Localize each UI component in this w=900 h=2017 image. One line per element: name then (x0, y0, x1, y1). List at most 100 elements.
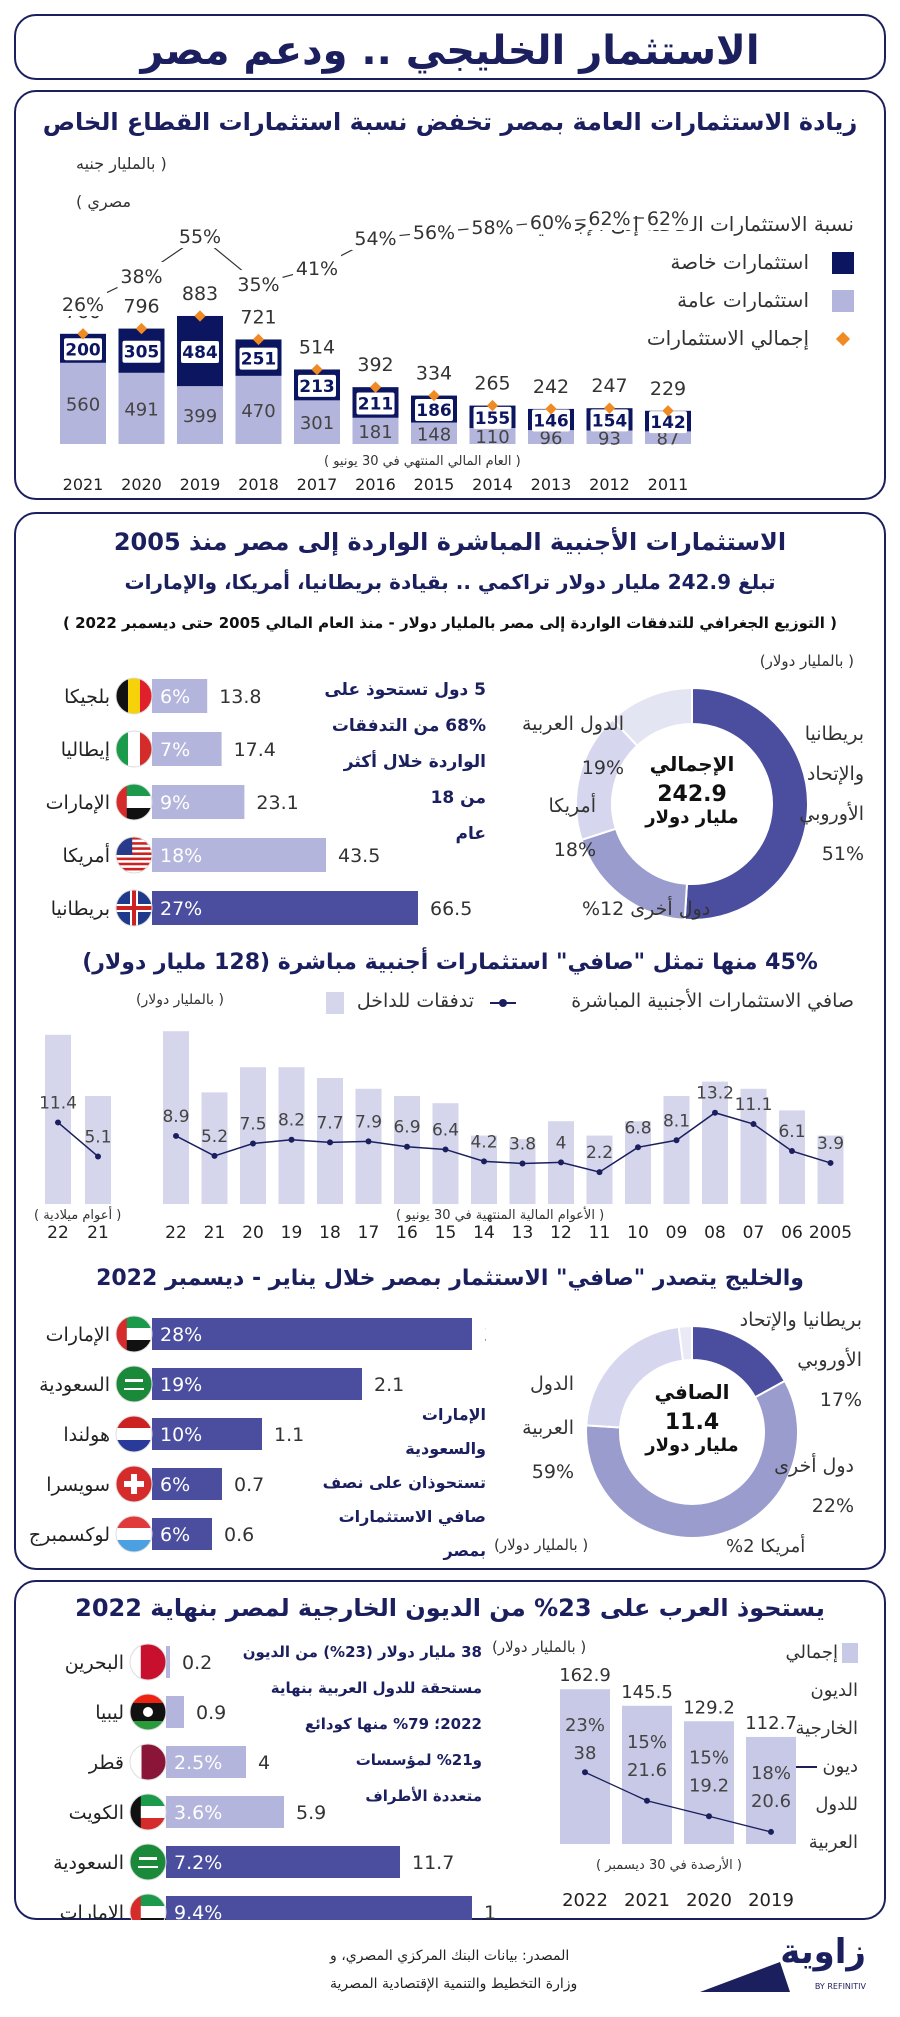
inflow-bar (779, 1110, 805, 1204)
net-value: 7.5 (239, 1115, 266, 1135)
section4-unit: ( بالمليار دولار) (494, 1536, 589, 1554)
net-dot (55, 1119, 61, 1126)
section-fdi: الاستثمارات الأجنبية المباشرة الواردة إل… (14, 512, 886, 1570)
net-dot (211, 1152, 218, 1159)
inflow-bar (663, 1096, 690, 1204)
belgium-flag-icon (115, 677, 153, 715)
inflow-bar (702, 1081, 728, 1204)
public-value: 181 (358, 422, 392, 443)
total-value: 392 (357, 354, 393, 376)
section5-title: يستحوذ العرب على 23% من الديون الخارجية … (75, 1594, 825, 1622)
country-name: بريطانيا (51, 898, 110, 920)
debt-arab-value: 20.6 (751, 1791, 791, 1812)
donut-slice (683, 686, 809, 921)
legend-public-label: استثمارات عامة (677, 288, 809, 312)
public-value: 560 (66, 394, 100, 415)
donut2-label-arab: الدول العربية 59% (504, 1362, 574, 1494)
callout-line: متعددة الأطراف (365, 1787, 482, 1805)
year-label: 2012 (589, 475, 630, 494)
public-value: 93 (598, 428, 621, 449)
net-dot (596, 1169, 603, 1176)
net-dot (250, 1140, 256, 1147)
debt-bar (560, 1689, 610, 1844)
country-value: 11.7 (412, 1852, 454, 1874)
country-bar (152, 891, 418, 925)
country-bar (152, 1318, 472, 1350)
private-value-bg (122, 340, 161, 363)
debt-total-value: 112.7 (745, 1713, 797, 1734)
fdi-year-label: 21 (204, 1223, 226, 1243)
net-value: 4 (556, 1133, 567, 1153)
year-label: 2021 (63, 475, 104, 494)
inflow-bar (432, 1103, 459, 1204)
inflow-bar (625, 1121, 651, 1204)
inflow-bar (355, 1088, 382, 1204)
callout-line: مستحقة للدول العربية بنهاية (270, 1679, 482, 1697)
section1-title: زيادة الاستثمارات العامة بمصر تخفض نسبة … (42, 108, 858, 136)
total-value: 721 (240, 306, 276, 328)
donut2-eu-line: بريطانيا والإتحاد (739, 1309, 862, 1331)
section5-legend: إجمالي الديون الخارجية ديون للدول العربي… (785, 1634, 858, 1862)
net-dot (635, 1144, 641, 1151)
public-value: 87 (657, 429, 680, 450)
public-value: 110 (475, 427, 509, 448)
country-name: الكويت (69, 1802, 124, 1824)
country-value: 43.5 (338, 845, 380, 867)
net-value: 2.2 (586, 1143, 613, 1163)
country-name: البحرين (65, 1652, 124, 1674)
net-dot (750, 1121, 757, 1128)
country-value: 3.2 (484, 1324, 486, 1346)
ratio-label: 56% (413, 222, 455, 244)
country-bar (152, 679, 208, 713)
country-value: 66.5 (430, 898, 472, 920)
country-bar (152, 838, 326, 872)
ratio-label: 26% (62, 294, 104, 316)
country-value: 15.3 (484, 1902, 496, 1920)
private-value-bg (64, 338, 102, 361)
legend-arab-line: للدول (815, 1794, 858, 1815)
section4-callout: الإمارات والسعودية تستحوذان على نصف صافي… (296, 1398, 486, 1568)
country-percent: 10% (160, 1424, 202, 1446)
donut2-eu-line: الأوروبي (797, 1349, 862, 1371)
country-name: الإمارات (46, 792, 110, 814)
legend-total-label: إجمالي الاستثمارات (646, 326, 809, 350)
private-value-bg (239, 347, 278, 370)
debt-total-chart: 162.9 23% 38 2022 145.5 15% 21.6 2021 129.2 15% 19… (559, 1665, 797, 1911)
callout-line: صافي الاستثمارات بمصر (338, 1507, 486, 1560)
donut1-center: الإجمالي 242.9 مليار دولار (622, 752, 762, 828)
country-percent: 18% (160, 845, 202, 867)
debt-year-label: 2022 (562, 1890, 608, 1911)
country-name: الإمارات (46, 1324, 110, 1346)
arab-debt-dot (768, 1828, 774, 1835)
legend-inflow-swatch (326, 992, 344, 1014)
callout-line: تستحوذان على نصف (322, 1473, 486, 1492)
debt-bar (746, 1736, 796, 1844)
donut2-label-eu: بريطانيا والإتحاد الأوروبي 17% (740, 1300, 862, 1420)
net-value: 8.9 (162, 1107, 189, 1127)
donut1-label-arab: الدول العربية 19% (494, 702, 624, 790)
ratio-label: 35% (237, 274, 279, 296)
total-marker (311, 363, 323, 376)
country-percent: 9.4% (174, 1902, 222, 1920)
legend-net-dot (499, 999, 507, 1007)
private-value: 305 (124, 343, 160, 363)
debt-bar (684, 1721, 734, 1844)
net-dot (442, 1146, 449, 1153)
legend-private-label: استثمارات خاصة (670, 250, 809, 274)
switzerland-flag-icon (115, 1465, 153, 1503)
total-value: 334 (416, 363, 452, 385)
country-value: 13.8 (219, 686, 261, 708)
country-value: 0.2 (182, 1652, 212, 1674)
private-value-bg (298, 374, 336, 397)
debt-year-label: 2021 (624, 1890, 670, 1911)
year-label: 2013 (531, 475, 572, 494)
total-marker (252, 333, 265, 346)
public-bar (177, 386, 223, 444)
private-value-bg (590, 409, 629, 432)
country-bar (152, 1368, 362, 1400)
donut-slice (677, 1324, 693, 1362)
net-value: 8.2 (278, 1111, 305, 1131)
private-value: 186 (416, 401, 452, 421)
section3-note-calendar: ( أعوام ميلادية ) (34, 1208, 122, 1223)
country-percent: 28% (160, 1324, 202, 1346)
